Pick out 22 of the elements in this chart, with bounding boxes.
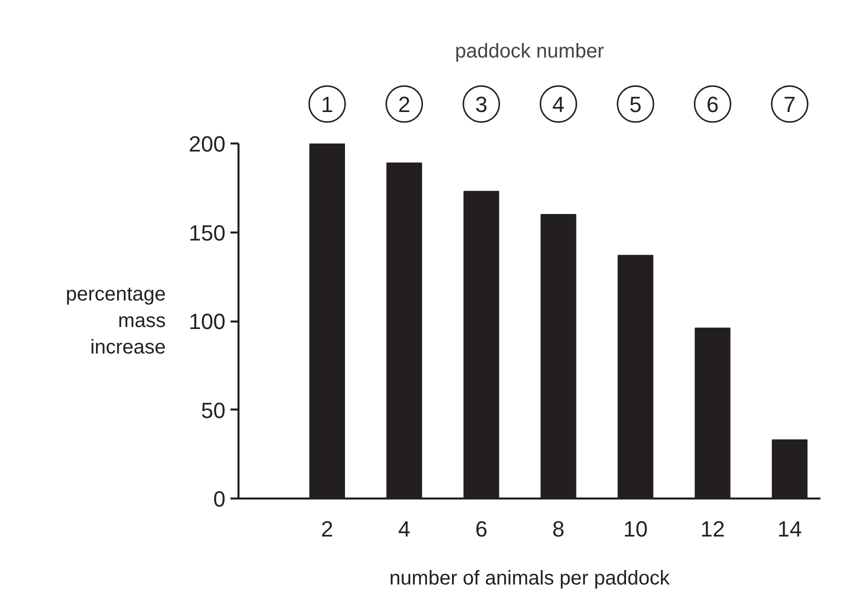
text: 3 [475, 92, 488, 117]
text: 4 [552, 92, 565, 117]
x-tick-label: 10 [623, 516, 648, 542]
y-tick-label: 100 [188, 309, 226, 334]
x-tick-label: 12 [700, 516, 725, 542]
x-tick-label: 14 [777, 516, 802, 542]
x-tick-label: 2 [321, 516, 334, 542]
y-tick-label: 200 [188, 132, 226, 156]
y-axis-title: percentage mass increase [66, 284, 166, 358]
text: 2 [398, 92, 410, 117]
x-axis-title: number of animals per paddock [389, 568, 671, 590]
x2-axis-title: paddock number [455, 40, 604, 62]
text: 6 [706, 92, 719, 117]
y-tick-label: 50 [201, 398, 226, 423]
x-tick-label: 6 [475, 516, 488, 542]
y-tick-label: 150 [188, 220, 226, 246]
y-tick-label: 0 [213, 486, 226, 512]
text: 1 [321, 92, 334, 117]
text: 5 [629, 92, 642, 117]
x-tick-label: 8 [552, 516, 565, 542]
text: 7 [784, 92, 796, 117]
x-tick-label: 4 [398, 516, 410, 542]
